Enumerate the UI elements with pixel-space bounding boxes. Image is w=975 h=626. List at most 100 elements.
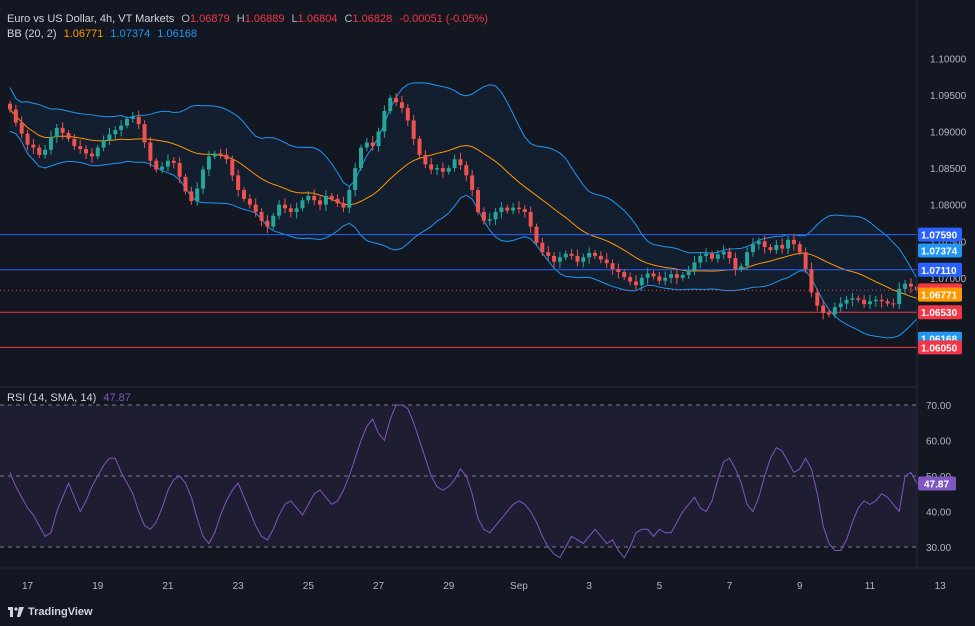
candle-body[interactable] [113, 130, 118, 135]
candle-body[interactable] [253, 204, 258, 212]
candle-body[interactable] [669, 274, 674, 278]
candle-body[interactable] [288, 208, 293, 212]
candle-body[interactable] [224, 154, 229, 160]
candle-body[interactable] [674, 274, 679, 278]
candle-body[interactable] [206, 156, 211, 170]
candle-body[interactable] [680, 274, 685, 278]
candle-body[interactable] [359, 147, 363, 169]
candle-body[interactable] [610, 263, 615, 270]
candle-body[interactable] [429, 164, 434, 170]
price-axis[interactable]: 1.10000 1.09500 1.09000 1.08500 1.08000 1.075… [930, 54, 967, 285]
candle-body[interactable] [511, 207, 516, 211]
candle-body[interactable] [698, 255, 703, 263]
candle-body[interactable] [259, 211, 264, 221]
candle-body[interactable] [476, 190, 480, 212]
candle-body[interactable] [25, 133, 30, 145]
candle-body[interactable] [557, 257, 562, 262]
candle-body[interactable] [154, 160, 159, 170]
candle-body[interactable] [195, 188, 200, 201]
candle-body[interactable] [101, 140, 106, 148]
candle-body[interactable] [903, 283, 908, 289]
candle-body[interactable] [891, 303, 896, 305]
candle-body[interactable] [125, 119, 129, 126]
candle-body[interactable] [189, 191, 194, 201]
candle-body[interactable] [376, 131, 381, 147]
candle-body[interactable] [136, 116, 141, 125]
candle-body[interactable] [867, 301, 872, 305]
candle-body[interactable] [797, 244, 802, 253]
candle-body[interactable] [593, 252, 597, 256]
candle-body[interactable] [715, 254, 720, 259]
candle-body[interactable] [710, 253, 714, 259]
candle-body[interactable] [323, 195, 328, 205]
candle-body[interactable] [786, 239, 791, 249]
candle-body[interactable] [452, 159, 457, 169]
candle-body[interactable] [756, 241, 761, 245]
rsi-pane[interactable] [0, 404, 923, 559]
candle-body[interactable] [130, 116, 135, 120]
candle-body[interactable] [78, 146, 83, 150]
candle-body[interactable] [60, 127, 65, 133]
candle-body[interactable] [552, 255, 557, 262]
candle-body[interactable] [271, 215, 276, 227]
candle-body[interactable] [651, 273, 656, 277]
candle-body[interactable] [230, 159, 235, 176]
candle-body[interactable] [663, 277, 668, 281]
candle-body[interactable] [616, 269, 621, 272]
candle-body[interactable] [329, 195, 334, 199]
candle-body[interactable] [13, 109, 18, 123]
candle-body[interactable] [423, 154, 428, 165]
candle-body[interactable] [481, 211, 486, 221]
candle-body[interactable] [581, 257, 586, 262]
candle-body[interactable] [107, 134, 112, 141]
candle-body[interactable] [762, 241, 767, 248]
candle-body[interactable] [277, 204, 282, 216]
candle-body[interactable] [750, 244, 755, 253]
candle-body[interactable] [95, 147, 100, 157]
rsi-legend[interactable]: RSI (14, SMA, 14) 47.87 [7, 392, 135, 404]
candle-body[interactable] [505, 207, 510, 211]
candle-body[interactable] [827, 312, 831, 315]
candle-body[interactable] [873, 299, 878, 302]
candle-body[interactable] [832, 307, 837, 315]
candle-body[interactable] [645, 273, 650, 278]
candle-body[interactable] [84, 149, 89, 154]
candle-body[interactable] [897, 288, 902, 305]
candle-body[interactable] [633, 281, 638, 286]
candle-body[interactable] [733, 258, 738, 270]
candle-body[interactable] [774, 244, 779, 251]
candle-body[interactable] [201, 169, 206, 189]
candle-body[interactable] [856, 298, 861, 300]
candle-body[interactable] [382, 110, 387, 132]
candle-body[interactable] [8, 103, 12, 110]
candle-body[interactable] [142, 124, 147, 143]
candle-body[interactable] [435, 168, 440, 170]
candle-body[interactable] [522, 209, 527, 212]
candle-body[interactable] [160, 166, 165, 170]
candle-body[interactable] [446, 168, 451, 172]
candle-body[interactable] [364, 142, 369, 148]
candle-body[interactable] [540, 242, 545, 253]
candle-body[interactable] [464, 165, 469, 176]
candle-body[interactable] [862, 299, 867, 305]
candle-body[interactable] [335, 198, 340, 204]
candle-body[interactable] [563, 253, 568, 258]
candle-body[interactable] [704, 253, 709, 256]
candle-body[interactable] [499, 207, 504, 212]
candle-body[interactable] [727, 251, 732, 259]
tradingview-logo[interactable]: TradingView [8, 606, 93, 618]
candle-body[interactable] [294, 208, 299, 212]
candle-body[interactable] [48, 137, 53, 150]
candle-body[interactable] [417, 138, 422, 155]
candle-body[interactable] [165, 160, 170, 167]
candle-body[interactable] [89, 153, 94, 157]
candle-body[interactable] [598, 255, 603, 260]
candle-body[interactable] [405, 108, 410, 121]
candle-body[interactable] [31, 144, 36, 148]
candle-body[interactable] [300, 200, 305, 209]
candle-body[interactable] [885, 301, 890, 304]
candle-body[interactable] [809, 269, 814, 293]
candle-body[interactable] [639, 277, 644, 286]
candle-body[interactable] [318, 200, 323, 205]
